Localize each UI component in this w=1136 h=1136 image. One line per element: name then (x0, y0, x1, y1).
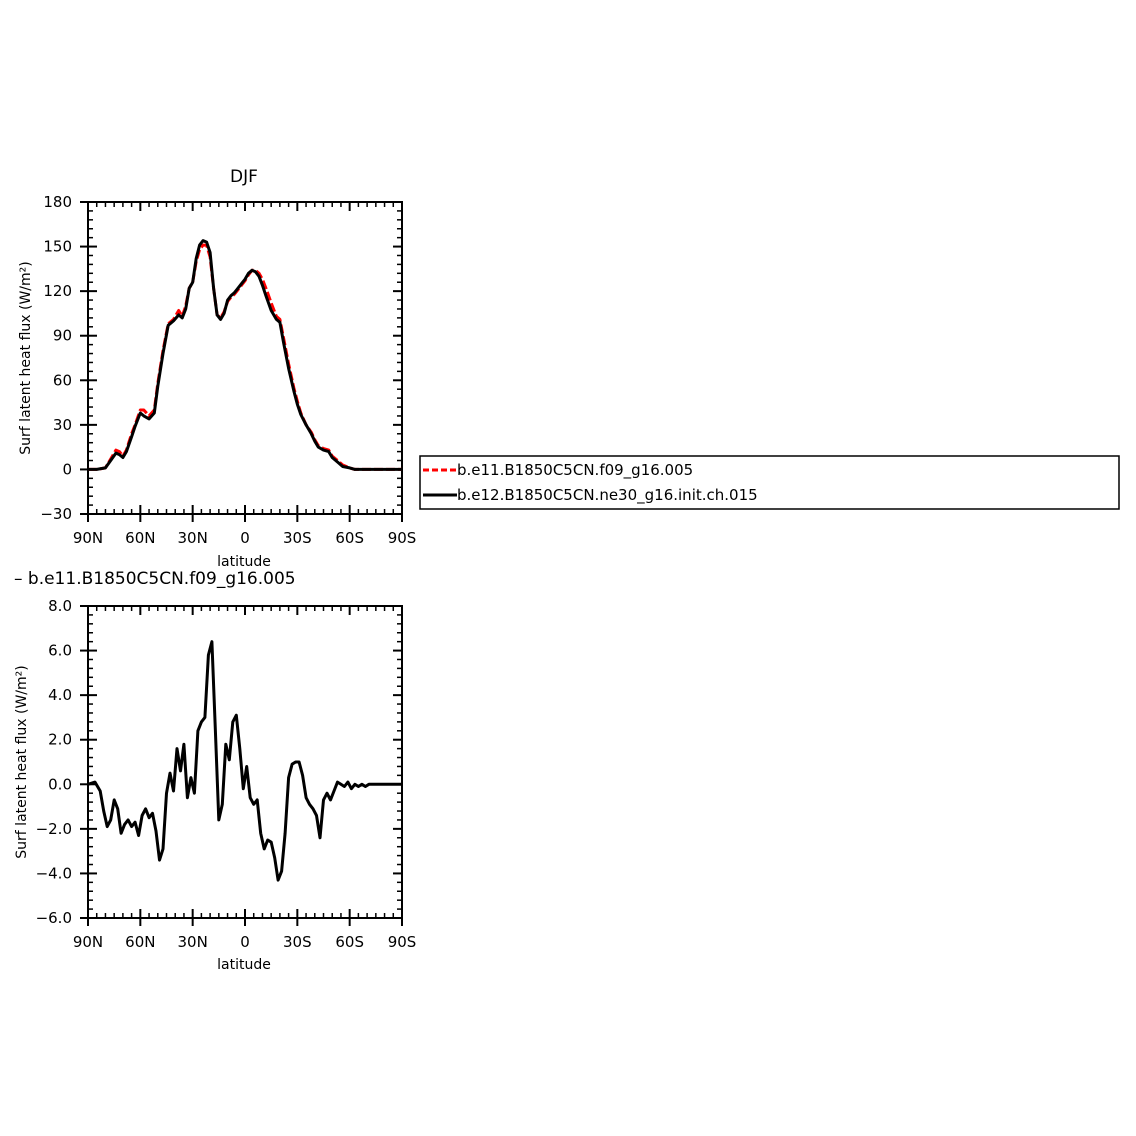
panel-top-y-tick-label: 60 (53, 371, 72, 389)
panel-bottom-x-tick-label: 30N (178, 933, 208, 951)
panel-bottom-title: – b.e11.B1850C5CN.f09_g16.005 (14, 569, 296, 589)
panel-bottom-plot-area: −6.0 −4.0 −2.0 0.0 2.0 4.0 6.0 8.0 90N 60N 30N 0 30S… (36, 597, 417, 951)
panel-bottom-y-tick-label: 8.0 (48, 597, 72, 615)
legend-label-series-1: b.e11.B1850C5CN.f09_g16.005 (457, 461, 693, 480)
legend-label-series-2: b.e12.B1850C5CN.ne30_g16.init.ch.015 (457, 486, 758, 505)
panel-bottom-y-tick-label: 0.0 (48, 775, 72, 793)
panel-top-series-line-1 (88, 243, 402, 471)
panel-top-series-line-2 (88, 239, 402, 471)
panel-bottom-frame (87, 605, 403, 919)
panel-bottom-x-tick-label: 90S (388, 933, 417, 951)
panel-top-y-tick-label: 30 (53, 416, 72, 434)
panel-bottom-x-tick-label: 60N (125, 933, 155, 951)
legend: b.e11.B1850C5CN.f09_g16.005 b.e12.B1850C… (419, 455, 1120, 510)
panel-top-plot-area: −30 0 30 60 90 120 150 180 90N 60N 30N 0 30S 60S 90S (40, 193, 416, 547)
panel-top-y-tick-label: 150 (43, 238, 72, 256)
panel-top-y-tick-label: 0 (62, 460, 72, 478)
panel-bottom-x-tick-label: 0 (240, 933, 250, 951)
panel-top: DJF −30 0 30 60 90 120 150 180 90N 60N 30N 0 30S 60S 9… (18, 167, 416, 570)
panel-top-x-tick-label: 30S (283, 529, 312, 547)
panel-bottom-y-tick-label: −6.0 (36, 909, 72, 927)
panel-top-x-tick-label: 90N (73, 529, 103, 547)
panel-bottom-y-tick-label: −4.0 (36, 864, 72, 882)
panel-top-x-tick-label: 60S (335, 529, 364, 547)
panel-top-x-tick-label: 30N (178, 529, 208, 547)
panel-top-y-tick-label: 90 (53, 327, 72, 345)
legend-box (419, 455, 1120, 510)
panel-top-frame (87, 201, 403, 515)
panel-bottom-y-tick-label: 4.0 (48, 686, 72, 704)
panel-top-x-tick-label: 0 (240, 529, 250, 547)
panel-bottom-x-tick-label: 90N (73, 933, 103, 951)
panel-top-y-tick-label: 120 (43, 282, 72, 300)
panel-top-y-axis-label: Surf latent heat flux (W/m²) (18, 261, 34, 454)
panel-top-x-tick-label: 90S (388, 529, 417, 547)
panel-bottom: – b.e11.B1850C5CN.f09_g16.005 −6.0 −4.0 −2… (14, 569, 416, 973)
panel-bottom-y-tick-label: 2.0 (48, 731, 72, 749)
panel-bottom-y-tick-label: 6.0 (48, 642, 72, 660)
panel-top-y-tick-label: −30 (40, 505, 72, 523)
panel-top-title: DJF (230, 167, 258, 187)
panel-bottom-x-tick-label: 60S (335, 933, 364, 951)
panel-top-x-tick-label: 60N (125, 529, 155, 547)
panel-bottom-series-line-1 (87, 640, 402, 882)
panel-bottom-y-axis-label: Surf latent heat flux (W/m²) (14, 665, 30, 858)
panel-bottom-x-axis-label: latitude (217, 957, 271, 973)
panel-bottom-y-tick-label: −2.0 (36, 820, 72, 838)
panel-bottom-x-tick-label: 30S (283, 933, 312, 951)
panel-top-x-axis-label: latitude (217, 554, 271, 570)
panel-top-y-tick-label: 180 (43, 193, 72, 211)
